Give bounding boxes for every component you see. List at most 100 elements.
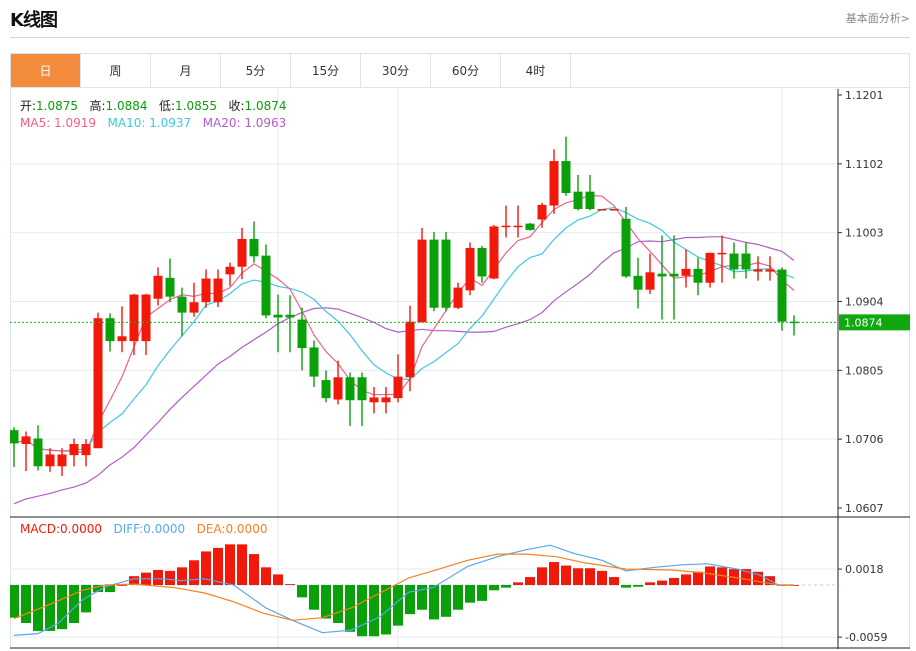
macd-bar: [69, 585, 79, 623]
macd-bar: [369, 585, 379, 637]
price-tick-label: 1.1201: [845, 89, 884, 102]
macd-bar: [285, 584, 295, 585]
macd-bar: [633, 585, 643, 587]
candle-up: [453, 282, 463, 310]
price-tick-label: 1.0805: [845, 364, 884, 377]
candle-body: [33, 438, 43, 467]
candle-up: [645, 253, 655, 294]
tab-30min[interactable]: 30分: [361, 54, 431, 87]
candle-body: [249, 238, 259, 257]
close-label: 收:: [228, 99, 245, 113]
macd-bar: [21, 585, 31, 623]
macd-bar: [693, 571, 703, 585]
tab-15min[interactable]: 15分: [291, 54, 361, 87]
macd-bar: [57, 585, 67, 630]
candle-up: [705, 252, 715, 288]
macd-tick-label: -0.0059: [845, 631, 887, 644]
macd-bar: [537, 567, 547, 585]
candle-body: [21, 436, 31, 445]
candle-body: [189, 302, 199, 313]
candle-down: [357, 372, 367, 426]
candle-body: [165, 277, 175, 297]
open-value: 1.0875: [36, 99, 79, 113]
candle-down: [669, 235, 679, 320]
macd-bar: [225, 544, 235, 585]
ma20-legend: MA20: 1.0963: [202, 116, 287, 130]
tab-60min[interactable]: 60分: [431, 54, 501, 87]
candle-body: [645, 272, 655, 290]
candle-body: [717, 252, 727, 255]
macd-bar: [609, 577, 619, 585]
candle-up: [753, 256, 763, 281]
candle-body: [765, 269, 775, 272]
candle-down: [441, 231, 451, 312]
kline-chart[interactable]: 1.1201 1.1102 1.1003 1.0904 1.0805 1.0706 1.06…: [10, 89, 910, 651]
tab-4hour[interactable]: 4时: [501, 54, 571, 87]
candle-down: [741, 242, 751, 279]
fundamental-analysis-link[interactable]: 基本面分析>: [845, 12, 910, 25]
candle-body: [777, 269, 787, 322]
candle-body: [117, 336, 127, 342]
candle-down: [105, 313, 115, 352]
candle-up: [201, 269, 211, 308]
header-divider: [10, 37, 910, 38]
candle-body: [309, 347, 319, 377]
candle-up: [45, 448, 55, 472]
candle-up: [129, 293, 139, 356]
candle-body: [225, 266, 235, 275]
macd-bar: [561, 565, 571, 585]
macd-bar: [105, 585, 115, 593]
macd-bar: [117, 585, 127, 586]
macd-bar: [153, 569, 163, 585]
candle-body: [417, 239, 427, 323]
tab-week[interactable]: 周: [81, 54, 151, 87]
candle-body: [573, 191, 583, 210]
candle-up: [225, 262, 235, 287]
ma10-legend: MA10: 1.0937: [107, 116, 192, 130]
candle-body: [81, 444, 91, 456]
candle-up: [417, 227, 427, 323]
macd-bar: [237, 544, 247, 585]
tab-5min[interactable]: 5分: [221, 54, 291, 87]
candle-up: [393, 354, 403, 403]
candle-up: [549, 149, 559, 214]
candle-up: [141, 293, 151, 356]
high-value: 1.0884: [105, 99, 148, 113]
candle-body: [297, 319, 307, 349]
macd-bar: [45, 585, 55, 631]
macd-bar: [681, 574, 691, 585]
candle-body: [477, 247, 487, 277]
candle-down: [321, 370, 331, 403]
candle-body: [345, 377, 355, 401]
candle-body: [741, 253, 751, 270]
macd-bar: [249, 554, 259, 585]
candle-up: [117, 306, 127, 353]
tab-month[interactable]: 月: [151, 54, 221, 87]
candle-up: [405, 305, 415, 392]
candle-up: [333, 360, 343, 405]
candle-body: [177, 296, 187, 313]
candle-body: [45, 454, 55, 467]
macd-bar: [165, 570, 175, 585]
candle-body: [513, 225, 523, 228]
tab-day[interactable]: 日: [11, 54, 81, 87]
candle-up: [489, 225, 499, 280]
macd-bar: [213, 547, 223, 585]
price-tick-label: 1.1003: [845, 227, 884, 240]
macd-bar: [477, 585, 487, 601]
candle-body: [153, 275, 163, 299]
period-tabs: 日 周 月 5分 15分 30分 60分 4时: [10, 53, 910, 88]
macd-bar: [333, 585, 343, 623]
candle-body: [237, 238, 247, 267]
candle-body: [657, 273, 667, 277]
candle-down: [657, 235, 667, 320]
candle-up: [609, 209, 619, 211]
candle-down: [273, 294, 283, 353]
low-label: 低:: [159, 99, 176, 113]
macd-bar: [645, 582, 655, 585]
diff-line: [13, 544, 794, 636]
macd-bar: [441, 585, 451, 617]
candle-body: [213, 278, 223, 303]
candle-body: [753, 269, 763, 272]
macd-bar: [453, 585, 463, 610]
